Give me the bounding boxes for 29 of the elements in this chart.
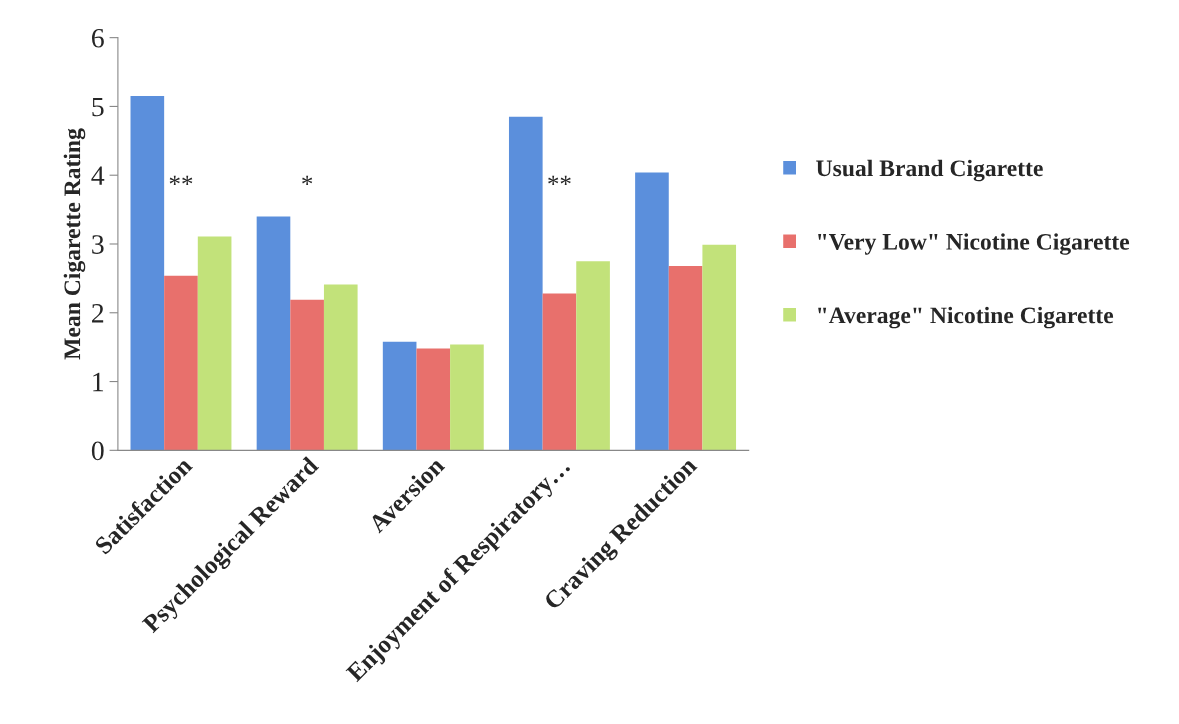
- bar: [702, 244, 737, 451]
- bar: [635, 172, 669, 451]
- y-tick-label: 5: [92, 97, 104, 117]
- legend-label: Usual Brand Cigarette: [816, 159, 1043, 182]
- y-tick-label: 3: [92, 235, 104, 254]
- y-axis-title: Mean Cigarette Rating: [63, 128, 86, 360]
- annotation: **: [169, 175, 193, 186]
- bar: [508, 116, 543, 451]
- y-tick-label: 0: [91, 441, 104, 461]
- annotation: **: [548, 175, 571, 186]
- bar: [450, 344, 484, 451]
- bar: [256, 216, 291, 451]
- annotation: *: [302, 175, 313, 186]
- bar: [576, 261, 610, 451]
- bar: [542, 293, 577, 451]
- bar: [290, 299, 324, 451]
- bar: [130, 96, 165, 451]
- legend-label: "Very Low" Nicotine Cigarette: [818, 233, 1130, 255]
- y-tick-label: 6: [92, 28, 104, 48]
- y-tick-label: 2: [92, 304, 104, 323]
- y-tick-label: 1: [93, 372, 104, 392]
- bar: [197, 236, 232, 451]
- bar: [323, 284, 358, 451]
- bar: [416, 348, 451, 451]
- bar: [668, 266, 703, 451]
- bar: [382, 341, 417, 451]
- bar: [164, 275, 198, 451]
- y-tick-label: 4: [91, 166, 105, 185]
- legend-label: "Average" Nicotine Cigarette: [818, 306, 1114, 329]
